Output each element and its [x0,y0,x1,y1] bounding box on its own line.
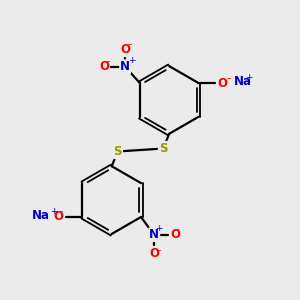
Text: O: O [170,228,181,241]
Text: N: N [149,228,159,241]
Text: –: – [128,40,132,49]
Text: +: + [156,224,163,233]
Text: S: S [113,145,122,158]
Text: –: – [58,207,63,216]
Text: N: N [120,60,130,73]
Text: Na: Na [32,209,50,222]
Text: –: – [157,246,161,255]
Text: O: O [99,60,109,73]
Text: –: – [105,57,110,66]
Text: –: – [227,74,232,83]
Text: O: O [149,247,159,260]
Text: O: O [120,43,130,56]
Text: +: + [128,56,136,65]
Text: O: O [217,76,227,89]
Text: –: – [175,225,179,234]
Text: +: + [50,207,58,216]
Text: Na: Na [234,75,252,88]
Text: O: O [54,211,64,224]
Text: +: + [245,73,253,82]
Text: S: S [159,142,167,155]
